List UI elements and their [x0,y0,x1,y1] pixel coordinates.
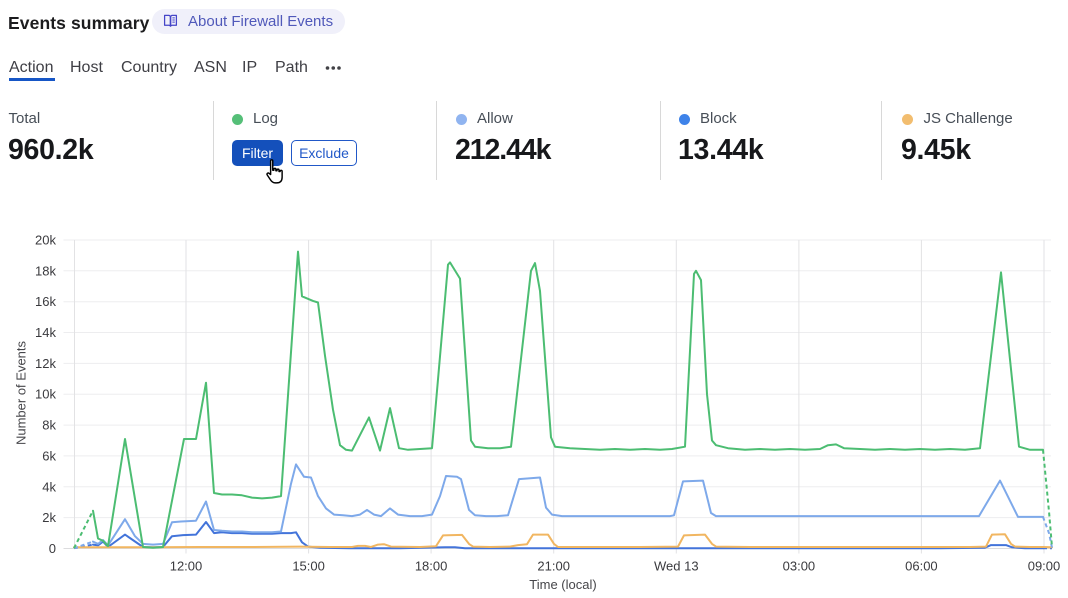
svg-text:Time (local): Time (local) [529,577,596,592]
svg-text:8k: 8k [42,418,56,433]
svg-text:0: 0 [49,541,56,556]
svg-text:Wed 13: Wed 13 [654,559,699,574]
svg-text:2k: 2k [42,510,56,525]
svg-text:12k: 12k [35,356,56,371]
svg-text:09:00: 09:00 [1028,559,1061,574]
svg-text:14k: 14k [35,325,56,340]
svg-text:4k: 4k [42,479,56,494]
svg-text:10k: 10k [35,387,56,402]
svg-text:6k: 6k [42,448,56,463]
svg-text:15:00: 15:00 [292,559,325,574]
svg-text:Number of Events: Number of Events [14,340,29,445]
svg-text:16k: 16k [35,294,56,309]
svg-text:21:00: 21:00 [537,559,570,574]
svg-text:06:00: 06:00 [905,559,938,574]
svg-text:12:00: 12:00 [170,559,203,574]
svg-text:03:00: 03:00 [783,559,816,574]
svg-text:18k: 18k [35,263,56,278]
svg-text:18:00: 18:00 [415,559,448,574]
svg-text:20k: 20k [35,233,56,248]
